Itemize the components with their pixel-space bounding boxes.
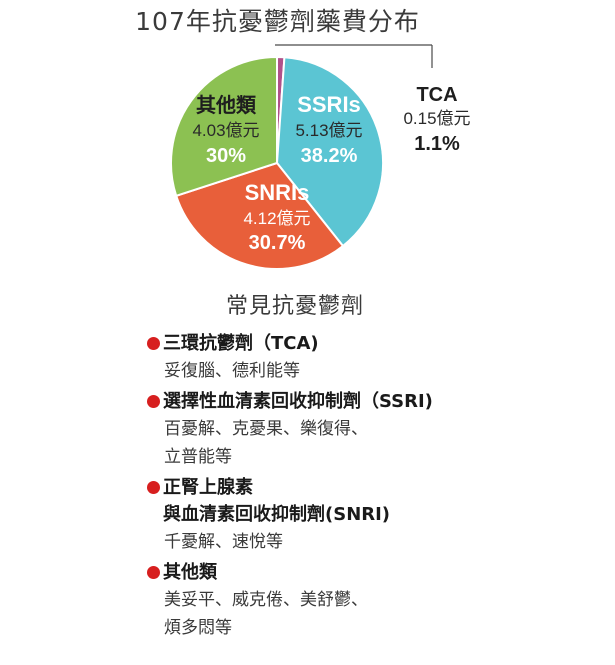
snris-percent-label: 30.7% [249, 232, 306, 254]
category-other: 其他類 美妥平、威克倦、美舒鬱、 煩多悶等 [147, 559, 607, 642]
other-value-label: 4.03億元 [192, 121, 259, 140]
drug-category-list: 三環抗鬱劑（TCA) 妥復腦、德利能等 選擇性血清素回收抑制劑（SSRI) 百憂… [147, 330, 607, 645]
bullet-icon [147, 337, 160, 350]
category-drugs: 妥復腦、德利能等 [147, 357, 607, 385]
category-heading-text: 其他類 [163, 562, 217, 583]
pie-slice-snris [174, 161, 345, 270]
chart-title: 107年抗憂鬱劑藥費分布 [135, 7, 420, 36]
other-percent-label: 30% [206, 145, 246, 167]
category-drugs: 千憂解、速悅等 [147, 528, 607, 556]
category-ssri: 選擇性血清素回收抑制劑（SSRI) 百憂解、克憂果、樂復得、 立普能等 [147, 388, 607, 471]
drug-line: 千憂解、速悅等 [164, 532, 283, 552]
pie-slice-其他類 [170, 55, 278, 198]
tca-percent-label: 1.1% [414, 133, 460, 155]
category-heading: 其他類 [147, 559, 607, 586]
drug-line: 立普能等 [164, 447, 232, 467]
category-heading-text: 三環抗鬱劑（TCA) [163, 333, 319, 354]
ssris-percent-label: 38.2% [301, 145, 358, 167]
ssris-name-label: SSRIs [297, 92, 361, 117]
tca-name-label: TCA [416, 84, 457, 106]
ssris-value-label: 5.13億元 [295, 121, 362, 140]
snris-value-label: 4.12億元 [243, 209, 310, 228]
category-tca: 三環抗鬱劑（TCA) 妥復腦、德利能等 [147, 330, 607, 385]
drug-line: 百憂解、克憂果、樂復得、 [164, 419, 368, 439]
category-drugs: 百憂解、克憂果、樂復得、 立普能等 [147, 415, 607, 471]
bullet-icon [147, 395, 160, 408]
pie-slice-ssris [275, 56, 384, 248]
bullet-icon [147, 481, 160, 494]
category-heading-text: 選擇性血清素回收抑制劑（SSRI) [163, 391, 433, 412]
bullet-icon [147, 566, 160, 579]
drug-line: 妥復腦、德利能等 [164, 361, 300, 381]
category-snri: 正腎上腺素 與血清素回收抑制劑(SNRI) 千憂解、速悅等 [147, 474, 607, 556]
category-heading: 選擇性血清素回收抑制劑（SSRI) [147, 388, 607, 415]
other-name-label: 其他類 [196, 93, 257, 117]
category-drugs: 美妥平、威克倦、美舒鬱、 煩多悶等 [147, 586, 607, 642]
category-subheading: 與血清素回收抑制劑(SNRI) [163, 504, 391, 525]
list-title: 常見抗憂鬱劑 [225, 294, 364, 319]
snris-name-label: SNRIs [245, 180, 310, 205]
drug-line: 美妥平、威克倦、美舒鬱、 [164, 590, 368, 610]
category-heading-text: 正腎上腺素 [163, 477, 253, 498]
drug-line: 煩多悶等 [164, 618, 232, 638]
pie-chart: SSRIs 5.13億元 38.2% 其他類 4.03億元 30% SNRIs … [170, 44, 471, 270]
category-heading: 正腎上腺素 [147, 474, 607, 501]
category-heading: 三環抗鬱劑（TCA) [147, 330, 607, 357]
tca-value-label: 0.15億元 [403, 109, 470, 128]
